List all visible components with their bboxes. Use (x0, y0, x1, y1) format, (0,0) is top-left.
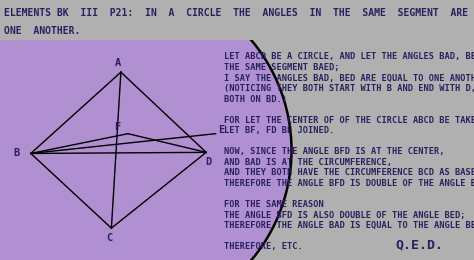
Text: E: E (218, 125, 224, 135)
Text: C: C (106, 233, 112, 243)
Text: D: D (205, 157, 212, 167)
Text: LET BF, FD BE JOINED.: LET BF, FD BE JOINED. (224, 126, 334, 135)
Text: THEREFORE THE ANGLE BAD IS EQUAL TO THE ANGLE BED.: THEREFORE THE ANGLE BAD IS EQUAL TO THE … (224, 221, 474, 230)
Text: (NOTICING THEY BOTH START WITH B AND END WITH D, THEY ARE BASED: (NOTICING THEY BOTH START WITH B AND END… (224, 84, 474, 93)
Ellipse shape (0, 0, 292, 260)
Text: A: A (114, 58, 121, 68)
Text: I SAY THE ANGLES BAD, BED ARE EQUAL TO ONE ANOTHER.: I SAY THE ANGLES BAD, BED ARE EQUAL TO O… (224, 74, 474, 82)
Text: AND THEY BOTH HAVE THE CIRCUMFERENCE BCD AS BASE;: AND THEY BOTH HAVE THE CIRCUMFERENCE BCD… (224, 168, 474, 177)
Text: ONE  ANOTHER.: ONE ANOTHER. (4, 27, 80, 36)
Text: THEREFORE, ETC.: THEREFORE, ETC. (224, 242, 302, 251)
Text: THE ANGLE BFD IS ALSO DOUBLE OF THE ANGLE BED;: THE ANGLE BFD IS ALSO DOUBLE OF THE ANGL… (224, 211, 465, 219)
Text: NOW, SINCE THE ANGLE BFD IS AT THE CENTER,: NOW, SINCE THE ANGLE BFD IS AT THE CENTE… (224, 147, 444, 156)
Text: AND BAD IS AT THE CIRCUMFERENCE,: AND BAD IS AT THE CIRCUMFERENCE, (224, 158, 392, 167)
Text: Q.E.D.: Q.E.D. (395, 238, 443, 251)
Text: LET ABCD BE A CIRCLE, AND LET THE ANGLES BAD, BED BE ANGLES IN: LET ABCD BE A CIRCLE, AND LET THE ANGLES… (224, 52, 474, 61)
Text: ELEMENTS BK  III  P21:  IN  A  CIRCLE  THE  ANGLES  IN  THE  SAME  SEGMENT  ARE : ELEMENTS BK III P21: IN A CIRCLE THE ANG… (4, 8, 474, 18)
Text: F: F (114, 122, 121, 132)
Text: B: B (13, 148, 20, 158)
Text: BOTH ON BD.): BOTH ON BD.) (224, 95, 287, 103)
Text: THEREFORE THE ANGLE BFD IS DOUBLE OF THE ANGLE BAD.  [III.20]: THEREFORE THE ANGLE BFD IS DOUBLE OF THE… (224, 179, 474, 188)
Text: FOR THE SAME REASON: FOR THE SAME REASON (224, 200, 323, 209)
Text: THE SAME SEGMENT BAED;: THE SAME SEGMENT BAED; (224, 63, 339, 72)
Text: FOR LET THE CENTER OF OF THE CIRCLE ABCD BE TAKEN AND LET IT BE F;: FOR LET THE CENTER OF OF THE CIRCLE ABCD… (224, 116, 474, 125)
